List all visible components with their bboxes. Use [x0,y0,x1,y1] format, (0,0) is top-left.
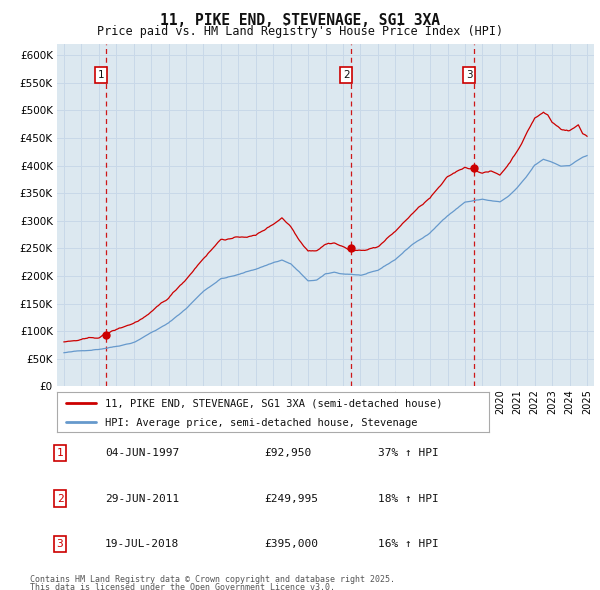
Text: 18% ↑ HPI: 18% ↑ HPI [378,494,439,503]
Text: 2: 2 [343,70,350,80]
Text: 1: 1 [98,70,104,80]
Text: Price paid vs. HM Land Registry's House Price Index (HPI): Price paid vs. HM Land Registry's House … [97,25,503,38]
Text: 04-JUN-1997: 04-JUN-1997 [105,448,179,458]
Text: 11, PIKE END, STEVENAGE, SG1 3XA: 11, PIKE END, STEVENAGE, SG1 3XA [160,13,440,28]
Text: 3: 3 [56,539,64,549]
Text: £92,950: £92,950 [264,448,311,458]
Text: 37% ↑ HPI: 37% ↑ HPI [378,448,439,458]
Text: 16% ↑ HPI: 16% ↑ HPI [378,539,439,549]
Text: HPI: Average price, semi-detached house, Stevenage: HPI: Average price, semi-detached house,… [104,418,417,428]
Text: 19-JUL-2018: 19-JUL-2018 [105,539,179,549]
Text: 2: 2 [56,494,64,503]
Text: 1: 1 [56,448,64,458]
Text: Contains HM Land Registry data © Crown copyright and database right 2025.: Contains HM Land Registry data © Crown c… [30,575,395,584]
Text: 29-JUN-2011: 29-JUN-2011 [105,494,179,503]
Text: This data is licensed under the Open Government Licence v3.0.: This data is licensed under the Open Gov… [30,583,335,590]
Text: £395,000: £395,000 [264,539,318,549]
Text: 3: 3 [466,70,472,80]
Text: 11, PIKE END, STEVENAGE, SG1 3XA (semi-detached house): 11, PIKE END, STEVENAGE, SG1 3XA (semi-d… [104,398,442,408]
Text: £249,995: £249,995 [264,494,318,503]
